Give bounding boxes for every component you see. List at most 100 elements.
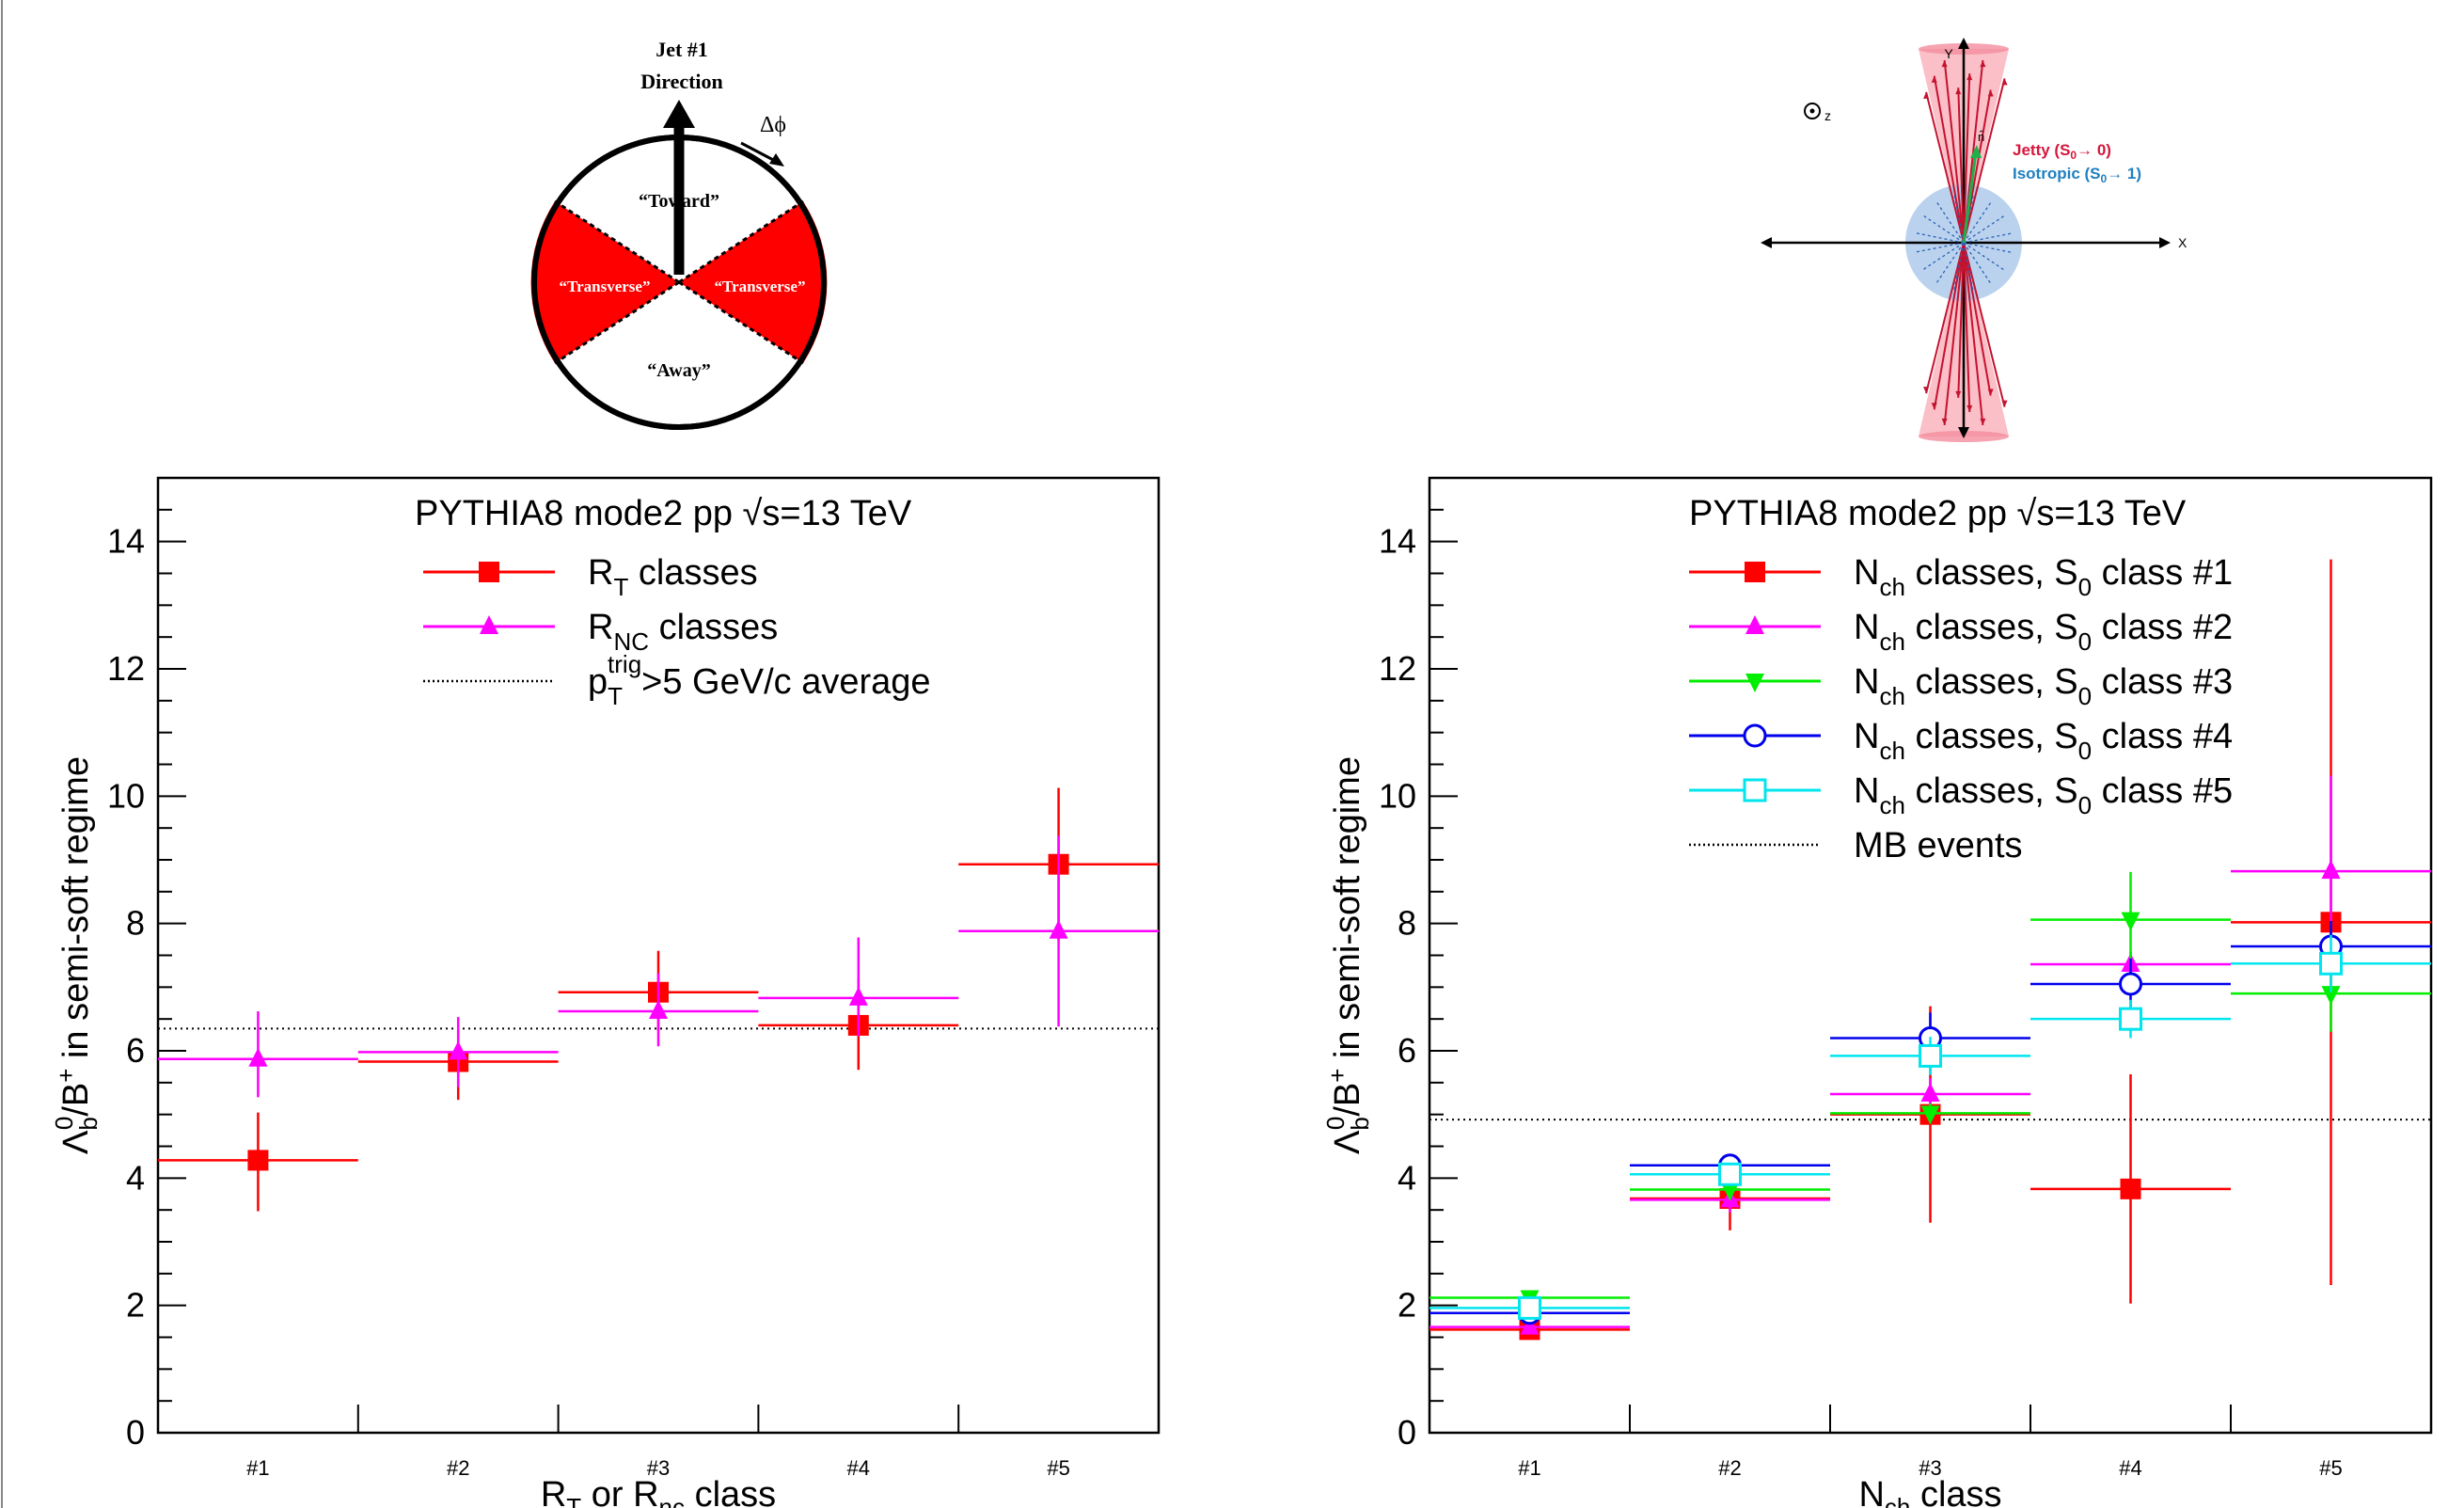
jetty-ray-head [1941, 60, 1948, 68]
isotropic-ray [1963, 242, 2005, 271]
nch-classes-plot: 0 2 4 6 8 10 12 14 #1 #2 #3 #4 #5 Λb0/B+ in semi-soft… [1321, 476, 2433, 1508]
data-point [848, 986, 868, 1006]
isotropic-ray [1935, 201, 1965, 244]
transverse-region-left [530, 201, 679, 363]
jetty-ray-head [1941, 418, 1948, 425]
isotropic-label: Isotropic (S0→ 1) [2013, 165, 2141, 185]
y-tick-label: 0 [1398, 1413, 1416, 1452]
y-axis-label: Λb0/B+ in semi-soft regime [50, 756, 103, 1154]
y-tick-label: 2 [126, 1286, 145, 1325]
thrust-vector [1962, 151, 1978, 244]
jetty-ray [1943, 242, 1965, 426]
isotropic-ray [1953, 242, 1965, 292]
isotropic-ray [1963, 242, 1992, 284]
y-tick-label: 8 [1398, 904, 1416, 943]
isotropic-ray [1963, 242, 1974, 292]
y-tick-label: 4 [126, 1158, 145, 1197]
isotropic-rays [1915, 194, 2013, 292]
jet-direction-label-2: Direction [640, 70, 723, 93]
spherocity-diagram: Y X z n̂ Jetty (S0→ 0) Isotropic (S0→ 1) [1761, 38, 2188, 442]
jetty-ray-head [1980, 60, 1986, 68]
jetty-ray [1925, 242, 1965, 394]
jetty-ray [1933, 242, 1965, 410]
x-tick-label: #5 [1047, 1456, 1069, 1480]
transverse-label-right: “Transverse” [715, 278, 806, 295]
jetty-ray-head [1931, 403, 1937, 410]
jetty-ray [1963, 242, 1971, 412]
jetty-rays [1923, 59, 2008, 426]
x-tick-label: #3 [647, 1456, 670, 1480]
isotropic-ray [1915, 242, 1965, 253]
y-tick-label: 6 [126, 1031, 145, 1070]
y-tick-label: 10 [1379, 776, 1416, 815]
away-region-label: “Away” [647, 360, 710, 381]
jetty-ray-head [1987, 389, 1994, 396]
jetty-ray-head [1987, 89, 1994, 97]
data-point [1520, 1315, 1540, 1335]
y-tick-label: 14 [1379, 522, 1416, 561]
axis-z-label: z [1824, 108, 1831, 123]
data-point [1920, 1083, 1940, 1103]
jetty-ray-head [2001, 78, 2008, 86]
x-tick-label: #1 [1518, 1456, 1540, 1480]
jetty-ray-head [1955, 87, 1962, 95]
data-point [2120, 1178, 2141, 1199]
data-point [1745, 562, 1765, 582]
data-point [1745, 615, 1764, 634]
x-tick-label: #2 [447, 1456, 469, 1480]
x-tick-label: #1 [246, 1456, 269, 1480]
jetty-ray [1963, 78, 2006, 244]
x-axis-label: Nch class [1858, 1475, 2001, 1508]
data-point [1919, 1043, 1942, 1068]
data-point [1720, 1182, 1740, 1201]
jetty-ray-head [1966, 405, 1973, 412]
transverse-label-left: “Transverse” [560, 278, 651, 295]
delta-phi-label: Δϕ [760, 113, 786, 137]
isotropic-ray [1915, 232, 1965, 244]
plot-title: PYTHIA8 mode2 pp √s=13 TeV [415, 494, 912, 533]
jetty-label: Jetty (S0→ 0) [2013, 141, 2111, 162]
legend-label: RNC classes [588, 608, 778, 656]
x-axis-label: RT or Rnc class [541, 1475, 776, 1508]
data-point [479, 562, 499, 582]
jetty-ray [1963, 73, 1971, 244]
y-tick-label: 4 [1398, 1158, 1416, 1197]
x-tick-label: #5 [2319, 1456, 2342, 1480]
jetty-ray-head [2001, 400, 2008, 407]
data-point [449, 1040, 468, 1060]
legend-label: Nch classes, S0 class #2 [1854, 608, 2233, 656]
data-point [2119, 1007, 2142, 1031]
jetty-ray-head [1980, 418, 1986, 425]
y-tick-label: 8 [126, 904, 145, 943]
isotropic-ray [1953, 194, 1965, 244]
legend-label: Nch classes, S0 class #4 [1854, 717, 2233, 765]
jetty-ray-head [1966, 73, 1973, 81]
jetty-ray-head [1931, 75, 1937, 83]
jetty-ray [1963, 242, 1992, 396]
jetty-ray [1963, 242, 1984, 426]
jetty-ray [1943, 59, 1965, 244]
jetty-ray-head [1923, 387, 1930, 394]
isotropic-ray [1963, 201, 1992, 244]
y-tick-label: 10 [107, 776, 145, 815]
data-point [2319, 951, 2343, 976]
jetty-ray [1957, 242, 1965, 398]
jetty-ray [1933, 75, 1965, 244]
x-tick-label: #4 [847, 1456, 870, 1480]
data-point [1743, 723, 1767, 748]
legend-label: Nch classes, S0 class #3 [1854, 662, 2233, 710]
data-point [1920, 1105, 1940, 1125]
y-tick-label: 0 [126, 1413, 145, 1452]
data-series [1429, 934, 2431, 1320]
jet-region-diagram: Jet #1 Direction Δϕ “Toward” “Away” “Tra… [530, 38, 828, 430]
data-point [1743, 778, 1767, 802]
data-point [649, 1000, 668, 1020]
data-point [1049, 919, 1068, 939]
legend-label: Nch classes, S0 class #5 [1854, 771, 2233, 819]
x-tick-label: #2 [1718, 1456, 1741, 1480]
legend-label: pTtrig>5 GeV/c average [588, 650, 931, 710]
isotropic-ray [1922, 214, 1965, 244]
data-point [1518, 1295, 1541, 1320]
data-point [2321, 860, 2341, 880]
